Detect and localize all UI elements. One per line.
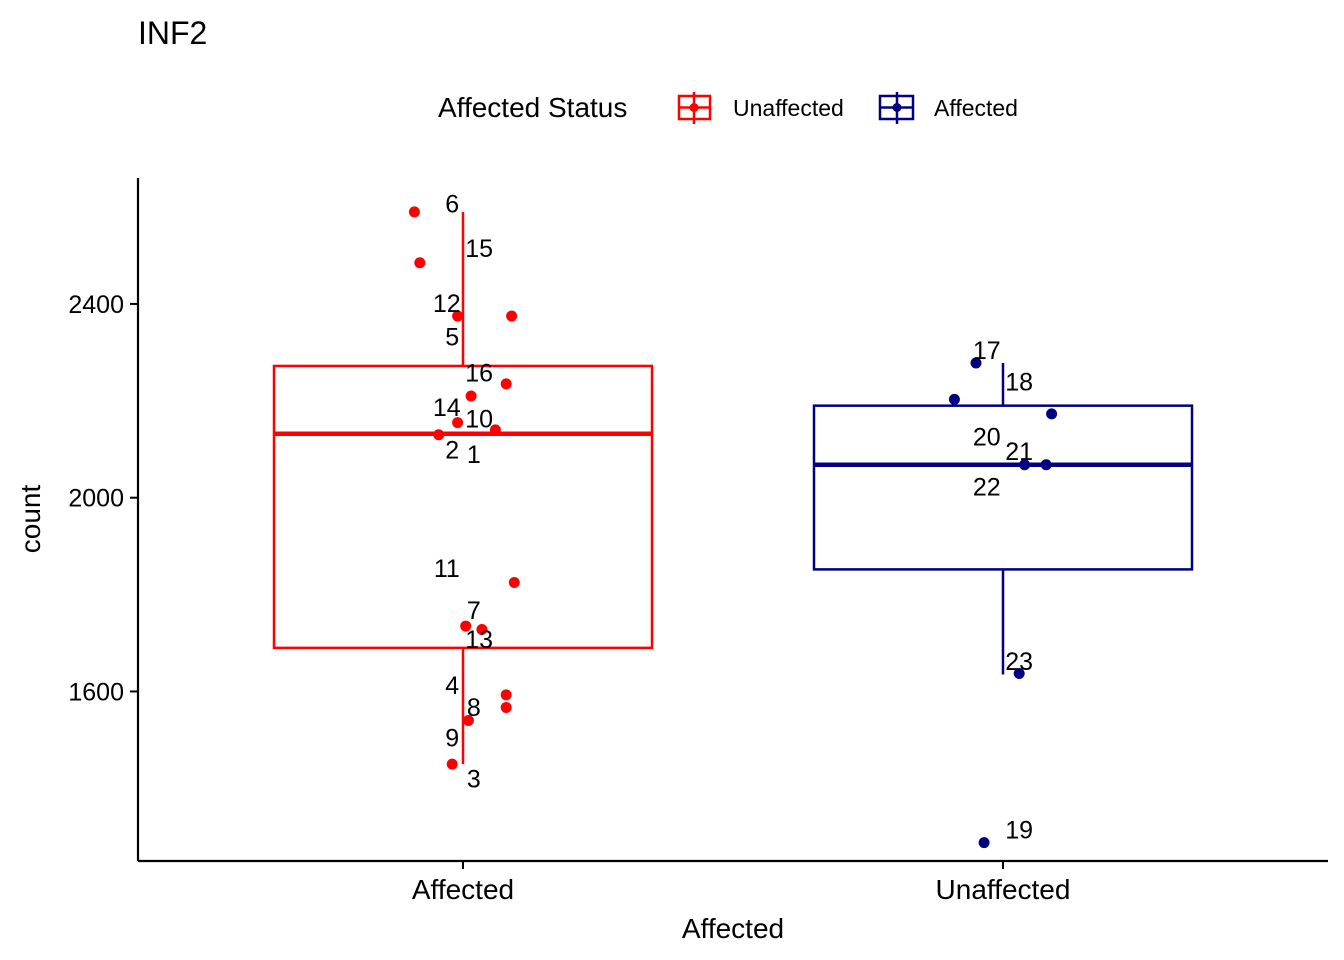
boxes bbox=[272, 211, 1194, 765]
point-affected bbox=[506, 310, 518, 322]
point-unaffected bbox=[948, 393, 960, 405]
point-label-18: 18 bbox=[1005, 368, 1033, 396]
x-tick-label-unaffected: Unaffected bbox=[936, 874, 1071, 905]
point-unaffected bbox=[1040, 459, 1052, 471]
point-affected bbox=[465, 390, 477, 402]
points bbox=[408, 206, 1058, 849]
point-unaffected bbox=[978, 837, 990, 849]
point-affected bbox=[500, 378, 512, 390]
point-label-9: 9 bbox=[445, 724, 459, 752]
point-affected bbox=[500, 701, 512, 713]
point-affected bbox=[460, 620, 472, 632]
point-label-13: 13 bbox=[465, 626, 493, 654]
point-label-14: 14 bbox=[433, 394, 461, 422]
point-label-19: 19 bbox=[1005, 817, 1033, 845]
point-label-23: 23 bbox=[1005, 648, 1033, 676]
point-affected bbox=[500, 689, 512, 701]
point-affected bbox=[476, 623, 488, 635]
y-ticks: 1600 2000 2400 bbox=[68, 291, 138, 706]
legend-label-unaffected: Unaffected bbox=[733, 95, 844, 121]
legend: Affected Status Unaffected Affected bbox=[438, 92, 1018, 124]
point-label-10: 10 bbox=[465, 405, 493, 433]
box-affected bbox=[272, 364, 654, 650]
point-affected bbox=[452, 417, 464, 429]
x-axis-title: Affected bbox=[682, 913, 784, 944]
point-label-3: 3 bbox=[467, 766, 481, 794]
point-affected bbox=[433, 429, 445, 441]
point-label-17: 17 bbox=[973, 337, 1001, 365]
point-label-16: 16 bbox=[465, 360, 493, 388]
legend-key-unaffected bbox=[677, 92, 712, 124]
point-label-20: 20 bbox=[973, 424, 1001, 452]
point-label-12: 12 bbox=[433, 290, 461, 318]
axes: 1600 2000 2400 Affected Unaffected bbox=[68, 178, 1328, 905]
point-affected bbox=[446, 758, 458, 770]
x-ticks: Affected Unaffected bbox=[412, 861, 1071, 905]
point-unaffected bbox=[1013, 668, 1025, 680]
point-label-4: 4 bbox=[445, 672, 459, 700]
legend-key-affected bbox=[878, 92, 915, 124]
point-label-8: 8 bbox=[467, 694, 481, 722]
point-label-7: 7 bbox=[467, 597, 481, 625]
box-unaffected bbox=[812, 404, 1194, 571]
point-label-5: 5 bbox=[445, 323, 459, 351]
point-label-2: 2 bbox=[445, 436, 459, 464]
point-unaffected bbox=[970, 357, 982, 369]
y-tick-label: 2000 bbox=[68, 485, 124, 513]
y-tick-label: 2400 bbox=[68, 291, 124, 319]
point-unaffected bbox=[1046, 408, 1058, 420]
point-affected bbox=[408, 206, 420, 218]
point-affected bbox=[462, 715, 474, 727]
point-affected bbox=[452, 310, 464, 322]
point-label-22: 22 bbox=[973, 474, 1001, 502]
y-axis-title: count bbox=[15, 485, 46, 554]
legend-title: Affected Status bbox=[438, 92, 627, 123]
point-affected bbox=[508, 576, 520, 588]
point-label-1: 1 bbox=[467, 441, 481, 469]
y-tick-label: 1600 bbox=[68, 678, 124, 706]
point-affected bbox=[414, 257, 426, 269]
legend-label-affected: Affected bbox=[934, 95, 1018, 121]
point-affected bbox=[489, 424, 501, 436]
point-label-11: 11 bbox=[434, 555, 460, 583]
point-label-21: 21 bbox=[1005, 438, 1033, 466]
point-unaffected bbox=[1019, 459, 1031, 471]
chart-title: INF2 bbox=[138, 15, 207, 51]
x-tick-label-affected: Affected bbox=[412, 874, 514, 905]
point-label-15: 15 bbox=[465, 235, 493, 263]
point-label-6: 6 bbox=[445, 191, 459, 219]
